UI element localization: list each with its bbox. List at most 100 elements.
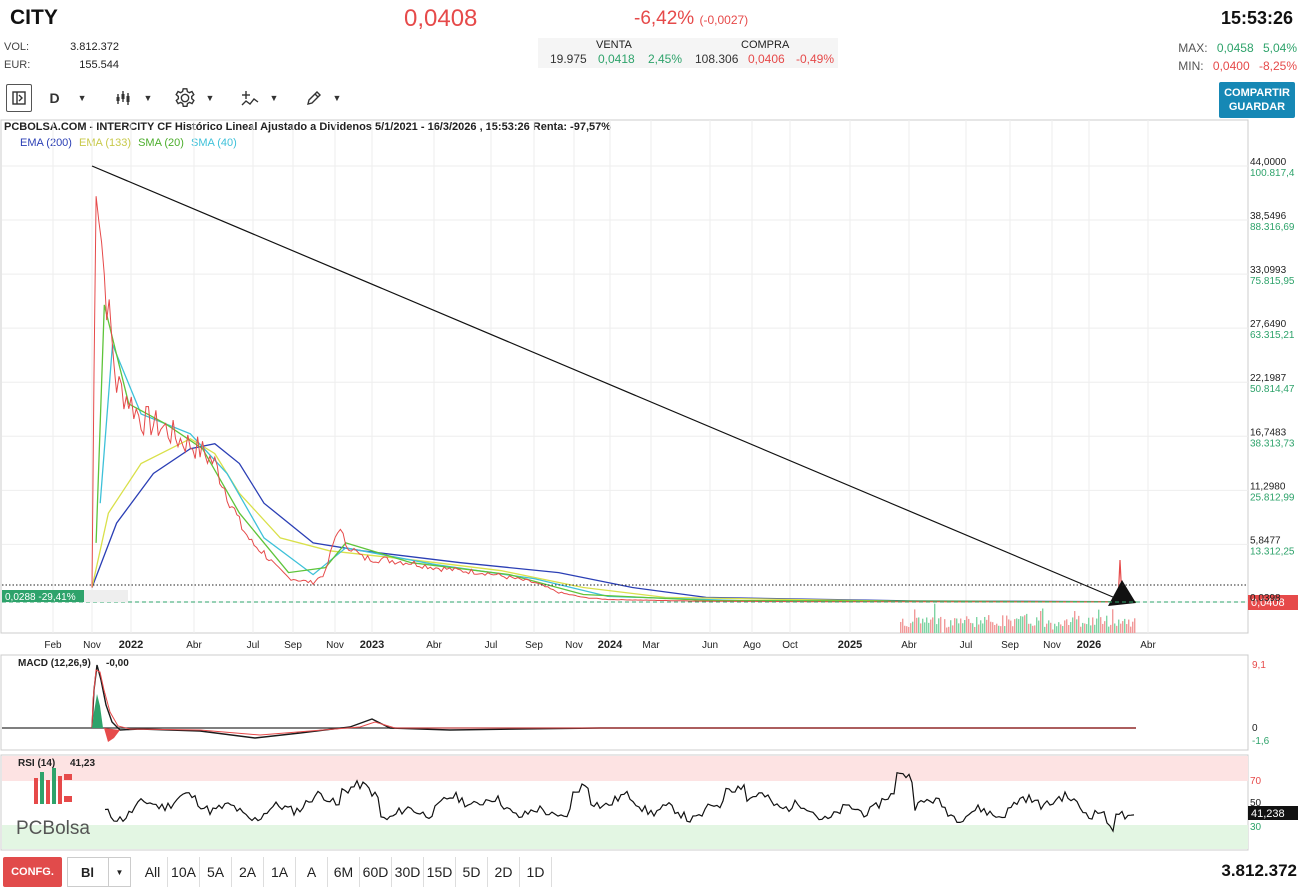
volume-bar [1006, 615, 1008, 633]
volume-bar [1128, 619, 1130, 633]
volume-bar [946, 627, 948, 633]
min-pct: -8,25% [1258, 59, 1297, 73]
volume-bar [954, 618, 956, 633]
rsi-axis-30: 30 [1250, 822, 1262, 833]
volume-bar [962, 623, 964, 633]
price-tick-label: 22,1987 [1250, 373, 1287, 384]
chevron-down-icon: ▼ [269, 93, 279, 103]
rsi-value: 41,23 [70, 758, 95, 769]
range-bar: CONFG. Bl ▼ All 10A 5A 2A 1A A 6M 60D 30D 15D 5D 2D… [0, 855, 1311, 893]
price-lines [91, 196, 1137, 603]
min-label: MIN: [1178, 59, 1204, 73]
volume-bar [1038, 620, 1040, 633]
time-tick-label: Nov [83, 640, 101, 651]
settings-dropdown[interactable]: ▼ [170, 84, 218, 112]
volume-tick-label: 63.315,21 [1250, 330, 1295, 341]
max-price: 0,0458 [1216, 41, 1254, 55]
volume-bar [1024, 615, 1026, 633]
range-button-6m[interactable]: 6M [328, 857, 360, 887]
time-tick-label: 2022 [119, 639, 143, 651]
time-tick-label: Sep [284, 640, 302, 651]
range-button-a[interactable]: A [296, 857, 328, 887]
trend-line [91, 165, 1121, 601]
venta-price: 0,0418 [598, 52, 635, 66]
range-button-1a[interactable]: 1A [264, 857, 296, 887]
volume-bar [1124, 618, 1126, 633]
range-button-5d[interactable]: 5D [456, 857, 488, 887]
macd-panel-frame [0, 654, 1249, 751]
volume-bar [1082, 622, 1084, 633]
volume-bar [1036, 617, 1038, 633]
drawing-tools-dropdown[interactable]: ▼ [300, 84, 346, 112]
logo-wordmark: PCBolsa [16, 818, 90, 839]
volume-bar [970, 622, 972, 633]
rsi-axis-50: 50 [1250, 798, 1262, 809]
compra-price: 0,0406 [748, 52, 785, 66]
volume-bar [1030, 623, 1032, 633]
volume-bar [1012, 626, 1014, 633]
chevron-down-icon: ▼ [332, 93, 342, 103]
range-button-all[interactable]: All [138, 857, 168, 887]
volume-bar [1046, 623, 1048, 633]
volume-bar [1100, 617, 1102, 633]
volume-bar [974, 626, 976, 633]
scale-select-value: Bl [81, 864, 94, 880]
range-button-30d[interactable]: 30D [392, 857, 424, 887]
volume-bar [1060, 624, 1062, 633]
price-spike [1117, 559, 1123, 603]
volume-bar [914, 609, 916, 633]
max-row: MAX: 0,0458 5,04% [1172, 41, 1297, 55]
volume-bar [1072, 617, 1074, 633]
euro-label: EUR: [4, 59, 31, 71]
volume-bar [1116, 625, 1118, 633]
volume-bar [952, 625, 954, 633]
price-tick-label: 27,6490 [1250, 319, 1287, 330]
range-button-5a[interactable]: 5A [200, 857, 232, 887]
indicators-dropdown[interactable]: ▼ [236, 84, 282, 112]
rsi-panel-frame [0, 754, 1249, 851]
config-button[interactable]: CONFG. [3, 857, 62, 887]
change-percent: -6,42% [634, 8, 695, 29]
time-tick-label: Nov [565, 640, 583, 651]
macd-hist-down [104, 728, 120, 742]
volume-bar [1022, 616, 1024, 633]
volume-bar [1008, 619, 1010, 633]
range-button-2a[interactable]: 2A [232, 857, 264, 887]
share-save-button[interactable]: COMPARTIR GUARDAR [1219, 82, 1295, 118]
volume-bar [1056, 626, 1058, 633]
sidebar-toggle-button[interactable] [6, 84, 32, 112]
volume-tick-label: 100.817,4 [1250, 168, 1295, 179]
change-absolute: (-0,0027) [699, 13, 749, 27]
volume-bar [1130, 626, 1132, 633]
volume-bar [1088, 617, 1090, 633]
volume-bar [1090, 625, 1092, 633]
legend-sma20: SMA (20) [138, 137, 184, 149]
range-button-60d[interactable]: 60D [360, 857, 392, 887]
volume-bar [1098, 609, 1100, 633]
volume-bar [958, 623, 960, 633]
range-button-1d[interactable]: 1D [520, 857, 552, 887]
volume-bar [902, 618, 904, 633]
volume-bar [1080, 626, 1082, 633]
volume-bar [936, 624, 938, 633]
range-button-15d[interactable]: 15D [424, 857, 456, 887]
volume-bar [1122, 621, 1124, 633]
range-button-10a[interactable]: 10A [168, 857, 200, 887]
period-dropdown[interactable]: D ▼ [44, 84, 92, 112]
price-change: -6,42% (-0,0027) [634, 8, 748, 30]
rsi-line [104, 771, 1135, 833]
volume-bar [926, 617, 928, 633]
price-tick-label: 44,0000 [1250, 157, 1287, 168]
volume-bar [1028, 623, 1030, 633]
time-tick-label: Nov [1043, 640, 1061, 651]
volume-bar [1002, 615, 1004, 633]
volume-bar [992, 622, 994, 633]
range-button-2d[interactable]: 2D [488, 857, 520, 887]
volume-bar [1040, 611, 1042, 633]
chart-type-dropdown[interactable]: ▼ [110, 84, 156, 112]
time-tick-label: Abr [1140, 640, 1156, 651]
volume-bar [1134, 618, 1136, 633]
volume-bar [1026, 613, 1028, 633]
scale-select[interactable]: Bl ▼ [67, 857, 131, 887]
